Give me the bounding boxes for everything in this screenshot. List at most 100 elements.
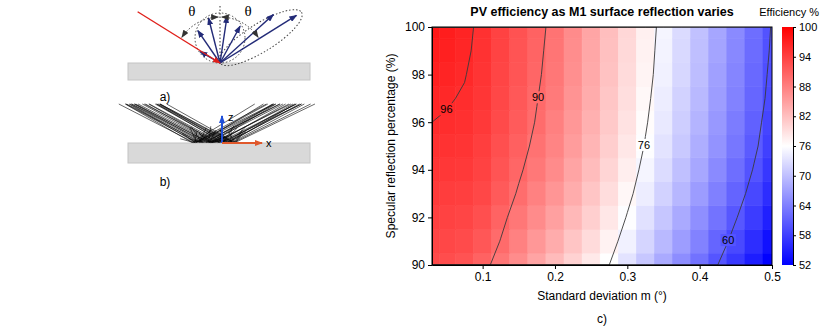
heatmap-cell bbox=[564, 158, 582, 182]
heatmap-cell bbox=[600, 206, 618, 230]
heatmap-cell bbox=[600, 87, 618, 111]
heatmap-cell bbox=[727, 110, 745, 134]
heatmap-cell bbox=[432, 39, 439, 63]
angle-label: θ bbox=[188, 3, 195, 19]
heatmap-cell bbox=[654, 253, 672, 265]
heatmap-cell bbox=[582, 206, 600, 230]
heatmap-cell bbox=[763, 39, 772, 63]
heatmap-cell bbox=[546, 27, 564, 39]
ray-trace bbox=[223, 104, 296, 143]
ray-trace bbox=[233, 104, 310, 143]
heatmap-cell bbox=[763, 253, 772, 265]
heatmap-cell bbox=[432, 63, 439, 87]
heatmap-cell bbox=[618, 182, 636, 206]
heatmap-cell bbox=[439, 206, 455, 230]
heatmap-cell bbox=[727, 206, 745, 230]
ray-trace bbox=[236, 134, 242, 143]
x-tick-label: 0.2 bbox=[547, 270, 564, 284]
heatmap-cell bbox=[673, 110, 691, 134]
heatmap-cell bbox=[636, 27, 654, 39]
color-bar-tick-label: 64 bbox=[799, 200, 811, 212]
heatmap-cell bbox=[763, 182, 772, 206]
specular-lobe bbox=[213, 0, 309, 74]
heatmap-cell bbox=[763, 158, 772, 182]
diffuse-lobe bbox=[195, 13, 245, 63]
panel-c: 607690960.10.20.30.40.59092949698100Stan… bbox=[384, 5, 820, 326]
heatmap-cell bbox=[546, 158, 564, 182]
panel-label: b) bbox=[160, 175, 171, 189]
heatmap-cell bbox=[636, 206, 654, 230]
color-bar-tick: 58 bbox=[793, 229, 811, 241]
heatmap-cell bbox=[763, 134, 772, 158]
heatmap-cell bbox=[492, 182, 510, 206]
heatmap-cell bbox=[432, 87, 439, 111]
heatmap-cell bbox=[745, 253, 763, 265]
y-tick: 92 bbox=[412, 211, 432, 225]
heatmap-cell bbox=[654, 182, 672, 206]
heatmap-cell bbox=[582, 110, 600, 134]
heatmap-cell bbox=[546, 110, 564, 134]
color-bar-tick-mark bbox=[793, 206, 796, 207]
contour-label-group: 60 bbox=[721, 234, 736, 246]
contour-label-group: 96 bbox=[439, 103, 454, 115]
heatmap-cell bbox=[528, 110, 546, 134]
heatmap-cell bbox=[474, 110, 492, 134]
heatmap-cell bbox=[564, 87, 582, 111]
heatmap-cell bbox=[510, 253, 528, 265]
ray-trace bbox=[155, 104, 224, 143]
heatmap-cell bbox=[528, 253, 546, 265]
heatmap-cell bbox=[691, 87, 709, 111]
y-tick-label: 92 bbox=[412, 211, 426, 225]
heatmap-cell bbox=[546, 134, 564, 158]
heatmap-cell bbox=[439, 229, 455, 253]
heatmap-cell bbox=[727, 253, 745, 265]
heatmap-cell bbox=[673, 229, 691, 253]
heatmap-cell bbox=[564, 229, 582, 253]
heatmap-cell bbox=[709, 63, 727, 87]
heatmap-cell bbox=[528, 206, 546, 230]
angle-arc bbox=[182, 17, 218, 37]
heatmap-cell bbox=[564, 182, 582, 206]
heatmap-cell bbox=[546, 182, 564, 206]
color-bar-tick-mark bbox=[793, 57, 796, 58]
ray-trace bbox=[160, 104, 227, 143]
heatmap-cell bbox=[456, 182, 474, 206]
heatmap-cell bbox=[600, 182, 618, 206]
heatmap-cell bbox=[528, 134, 546, 158]
heatmap-cell bbox=[654, 206, 672, 230]
x-tick: 0.5 bbox=[764, 265, 781, 284]
heatmap-cell bbox=[673, 39, 691, 63]
heatmap-cell bbox=[510, 206, 528, 230]
heatmap-cell bbox=[709, 39, 727, 63]
heatmap-cell bbox=[564, 110, 582, 134]
surface-slab bbox=[128, 143, 310, 163]
heatmap-cell bbox=[528, 229, 546, 253]
heatmap-cell bbox=[492, 134, 510, 158]
heatmap-cell bbox=[745, 158, 763, 182]
x-tick-label: 0.1 bbox=[475, 270, 492, 284]
heatmap-cell bbox=[492, 158, 510, 182]
angle-arc bbox=[222, 17, 258, 37]
heatmap-cell bbox=[745, 39, 763, 63]
ray-trace bbox=[126, 104, 198, 143]
heatmap-cell bbox=[709, 134, 727, 158]
ray-trace bbox=[230, 104, 295, 143]
contour-label: 96 bbox=[440, 103, 452, 115]
ray-trace bbox=[226, 104, 301, 143]
x-tick-label: 0.5 bbox=[764, 270, 781, 284]
heatmap-cell bbox=[528, 182, 546, 206]
y-tick-label: 100 bbox=[405, 20, 425, 34]
color-bar-tick: 94 bbox=[793, 51, 811, 63]
heatmap-cell bbox=[654, 158, 672, 182]
heatmap-cell bbox=[691, 110, 709, 134]
x-tick-mark bbox=[555, 265, 556, 269]
incident-ray bbox=[138, 12, 220, 63]
heatmap-cell bbox=[432, 229, 439, 253]
heatmap-cell bbox=[673, 158, 691, 182]
heatmap-cell bbox=[691, 134, 709, 158]
heatmap-cell bbox=[636, 253, 654, 265]
heatmap-cell bbox=[600, 63, 618, 87]
heatmap-cell bbox=[727, 134, 745, 158]
heatmap-cell bbox=[564, 206, 582, 230]
heatmap-cell bbox=[763, 110, 772, 134]
